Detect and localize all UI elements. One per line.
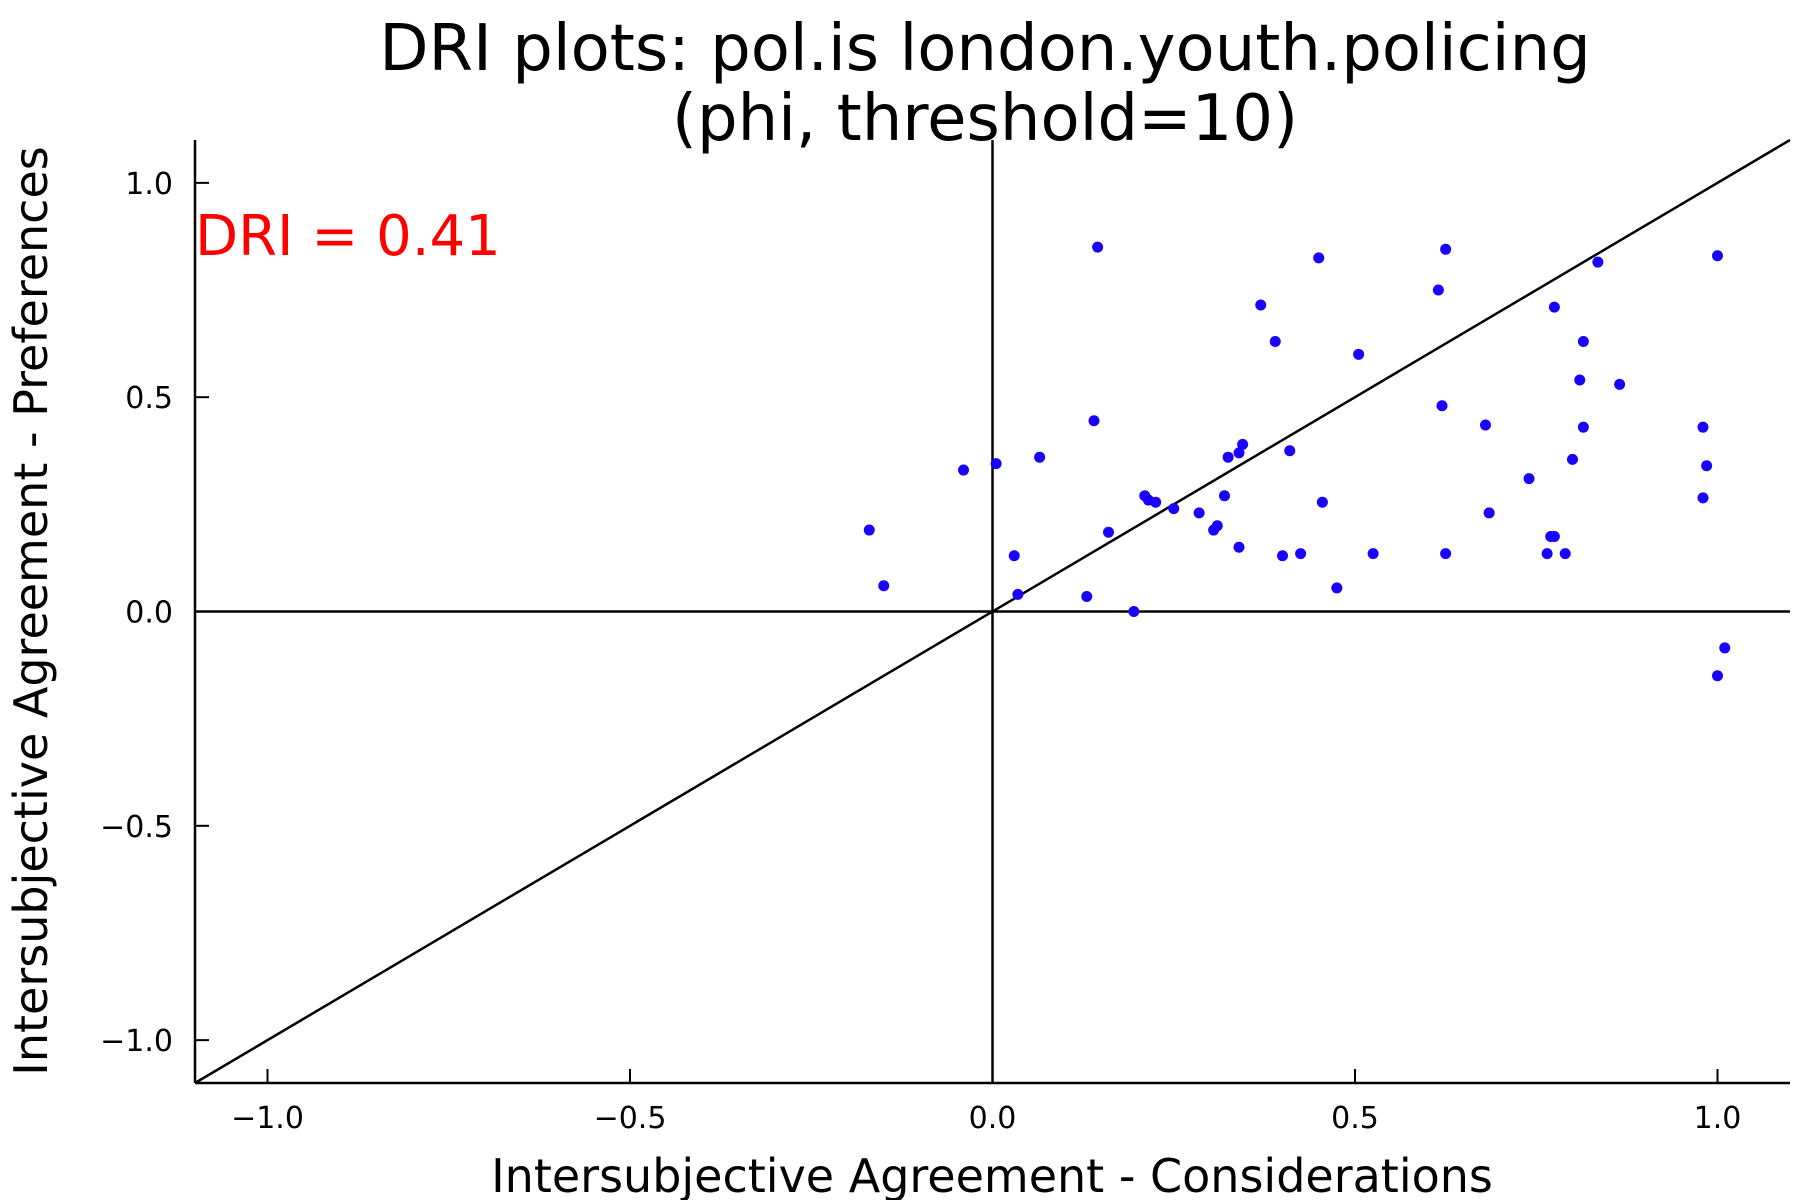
data-point	[1440, 243, 1452, 255]
data-point	[1567, 453, 1578, 465]
data-point	[990, 458, 1002, 470]
data-point	[958, 464, 969, 476]
data-point	[863, 524, 875, 536]
data-point	[1432, 284, 1444, 296]
data-point	[1193, 507, 1205, 519]
data-point	[1541, 548, 1553, 560]
data-point	[1277, 550, 1288, 562]
data-point	[1331, 582, 1343, 594]
data-point	[1523, 473, 1535, 485]
x-axis-label: Intersubjective Agreement - Consideratio…	[491, 1149, 1493, 1200]
data-point	[1592, 256, 1604, 268]
data-points	[863, 241, 1731, 682]
data-point	[1712, 250, 1723, 262]
data-point	[1284, 445, 1296, 457]
data-point	[878, 580, 890, 592]
data-point	[1008, 550, 1020, 562]
data-point	[1614, 378, 1626, 390]
y-tick-label: −1.0	[100, 1024, 173, 1059]
data-point	[1211, 520, 1223, 532]
data-point	[1548, 530, 1560, 542]
data-point	[1219, 490, 1230, 502]
data-point	[1295, 548, 1307, 560]
data-point	[1222, 451, 1234, 463]
y-tick-label: 0.0	[125, 596, 173, 631]
x-tick-label: 0.0	[969, 1101, 1017, 1136]
data-point	[1436, 400, 1448, 412]
data-point	[1128, 606, 1140, 617]
data-point	[1480, 419, 1491, 431]
reference-lines	[194, 138, 1791, 1085]
x-tick-label: 1.0	[1694, 1101, 1742, 1136]
data-point	[1237, 438, 1249, 450]
data-point	[1574, 374, 1586, 386]
data-point	[1269, 335, 1281, 347]
x-tick-label: −1.0	[231, 1101, 304, 1136]
y-tick-label: 1.0	[125, 167, 173, 202]
chart-title-line-1: DRI plots: pol.is london.youth.policing	[379, 12, 1591, 86]
data-point	[1712, 670, 1723, 682]
data-point	[1233, 447, 1245, 459]
dri-annotation: DRI = 0.41	[195, 204, 501, 269]
data-point	[1012, 588, 1024, 600]
y-axis-label: Intersubjective Agreement - Preferences	[4, 146, 58, 1075]
data-point	[1577, 335, 1589, 347]
data-point	[1701, 460, 1713, 472]
data-point	[1092, 241, 1104, 253]
data-point	[1316, 496, 1328, 508]
data-point	[1719, 642, 1731, 654]
data-point	[1548, 301, 1560, 313]
data-point	[1483, 507, 1495, 519]
data-point	[1034, 451, 1046, 463]
y-tick-label: 0.5	[125, 381, 173, 416]
x-tick-label: −0.5	[594, 1101, 667, 1136]
data-point	[1313, 252, 1325, 264]
data-point	[1367, 548, 1379, 560]
data-point	[1559, 548, 1571, 560]
data-point	[1353, 348, 1365, 360]
data-point	[1150, 496, 1162, 508]
data-point	[1440, 548, 1452, 560]
data-point	[1697, 492, 1709, 504]
y-tick-label: −0.5	[100, 810, 173, 845]
data-point	[1103, 526, 1114, 538]
data-point	[1577, 421, 1589, 433]
data-point	[1255, 299, 1267, 311]
data-point	[1088, 415, 1100, 427]
chart-title-line-2: (phi, threshold=10)	[672, 82, 1298, 156]
data-point	[1168, 503, 1180, 515]
data-point	[1081, 590, 1093, 602]
axis-ticks: −1.0 −0.5 0.0 0.5 1.0 −1.0 −0.5 0.0 0.5 1.0	[100, 167, 1741, 1136]
data-point	[1697, 421, 1709, 433]
data-point	[1233, 541, 1245, 553]
x-tick-label: 0.5	[1331, 1101, 1379, 1136]
